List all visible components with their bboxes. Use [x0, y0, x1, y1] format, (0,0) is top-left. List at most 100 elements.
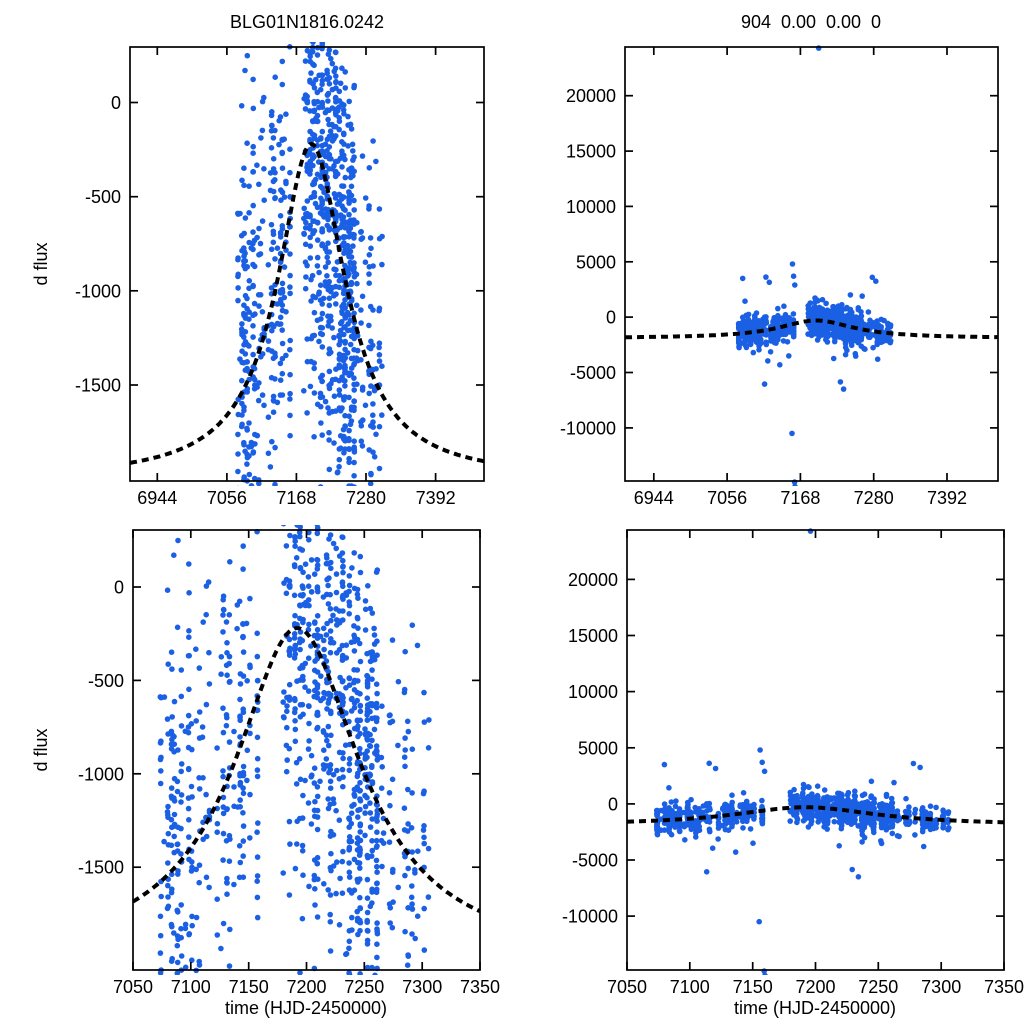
- data-point: [311, 62, 317, 69]
- data-point: [318, 136, 324, 142]
- data-point: [351, 438, 358, 445]
- data-point: [252, 441, 258, 447]
- data-point: [314, 263, 321, 269]
- data-point: [178, 792, 185, 798]
- data-point: [355, 625, 361, 631]
- data-point: [725, 827, 732, 833]
- data-point: [765, 358, 771, 364]
- data-point: [286, 681, 293, 688]
- data-point: [341, 102, 347, 108]
- data-point: [790, 311, 797, 317]
- data-point: [279, 286, 286, 293]
- data-point: [309, 272, 316, 279]
- data-point: [314, 237, 321, 243]
- data-point: [314, 826, 321, 833]
- data-point: [328, 710, 334, 717]
- data-point: [354, 381, 360, 388]
- data-point: [855, 874, 862, 880]
- data-point: [374, 886, 380, 893]
- data-point: [277, 360, 284, 367]
- data-point: [316, 269, 322, 276]
- data-point: [414, 913, 421, 919]
- data-point: [364, 673, 371, 680]
- data-point: [178, 825, 184, 832]
- data-point: [378, 785, 385, 791]
- data-point: [250, 450, 256, 456]
- data-point: [693, 834, 699, 840]
- data-point: [319, 372, 326, 379]
- data-point: [299, 815, 306, 821]
- data-point: [317, 778, 323, 785]
- data-point: [883, 791, 890, 798]
- bottom-left-x-tick-label: 7150: [229, 977, 269, 997]
- data-point: [227, 836, 233, 842]
- data-point: [344, 350, 351, 356]
- data-point: [317, 86, 324, 93]
- data-point: [319, 344, 326, 350]
- data-point: [277, 314, 284, 321]
- data-point: [327, 532, 334, 538]
- data-point: [357, 691, 363, 697]
- data-point: [792, 483, 798, 486]
- data-point: [370, 138, 376, 144]
- top-left-x-tick-label: 7056: [207, 488, 247, 508]
- data-point: [333, 133, 339, 139]
- data-point: [283, 590, 290, 597]
- data-point: [373, 366, 379, 372]
- data-point: [346, 611, 353, 617]
- data-point: [346, 756, 353, 762]
- data-point: [196, 958, 202, 965]
- data-point: [314, 854, 321, 861]
- data-point: [319, 301, 326, 307]
- data-point: [366, 390, 373, 397]
- data-point: [171, 811, 178, 818]
- data-point: [326, 466, 333, 473]
- data-point: [331, 440, 337, 446]
- bottom-left-x-tick-label: 7100: [171, 977, 211, 997]
- data-point: [220, 729, 227, 736]
- data-point: [246, 453, 252, 459]
- data-point: [351, 801, 357, 808]
- data-point: [196, 665, 203, 671]
- data-point: [300, 677, 306, 683]
- top-left-axes-border: [129, 46, 485, 482]
- data-point: [342, 85, 349, 91]
- data-point: [287, 582, 293, 588]
- data-point: [354, 333, 361, 339]
- data-point: [865, 309, 872, 315]
- data-point: [340, 569, 346, 576]
- data-point: [272, 256, 278, 262]
- data-point: [220, 857, 226, 863]
- data-point: [240, 543, 246, 549]
- data-point: [186, 834, 192, 840]
- data-point: [186, 634, 192, 640]
- data-point: [168, 842, 175, 849]
- data-point: [346, 938, 353, 945]
- top-right-tick-labels: 6944 7056 7168 7280 739220000150001000050000…: [560, 86, 967, 508]
- data-point: [369, 838, 375, 844]
- data-point: [203, 874, 210, 881]
- data-point: [171, 552, 177, 558]
- data-point: [342, 156, 348, 163]
- data-point: [307, 53, 314, 60]
- data-point: [237, 210, 243, 217]
- data-point: [346, 394, 352, 401]
- data-point: [351, 550, 358, 556]
- data-point: [784, 339, 791, 345]
- data-point: [325, 116, 331, 123]
- data-point: [323, 632, 330, 638]
- data-point: [379, 764, 386, 770]
- data-point: [409, 901, 415, 907]
- data-point: [334, 859, 340, 865]
- data-point: [366, 271, 372, 277]
- data-point: [328, 850, 334, 857]
- data-point: [316, 289, 323, 296]
- data-point: [325, 405, 331, 411]
- data-point: [757, 336, 764, 343]
- data-point: [311, 571, 318, 577]
- data-point: [421, 823, 427, 829]
- data-point: [351, 446, 358, 453]
- data-point: [351, 398, 358, 404]
- data-point: [329, 60, 336, 67]
